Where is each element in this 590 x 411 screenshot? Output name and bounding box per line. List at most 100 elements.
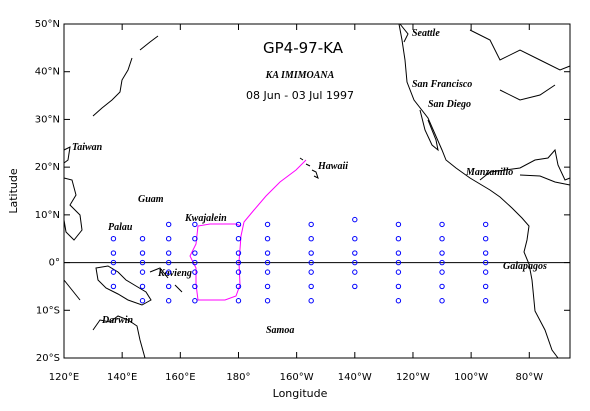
puget [399, 23, 409, 43]
japan [92, 35, 159, 117]
x-tick-label: 180° [226, 372, 250, 383]
x-tick-label: 140°W [338, 372, 372, 383]
x-tick-label: 160°E [165, 372, 195, 383]
buoy [235, 259, 242, 266]
buoy [264, 259, 271, 266]
buoy [482, 250, 489, 256]
x-axis-label: Longitude [273, 387, 328, 400]
buoy [308, 250, 314, 256]
buoy [165, 250, 172, 256]
buoy [482, 259, 489, 266]
x-tick-label: 80°W [515, 372, 543, 383]
place-label: Samoa [266, 325, 294, 336]
buoy [192, 269, 198, 275]
y-tick-label: 10°N [35, 210, 60, 221]
hawaii-islands [299, 157, 319, 179]
buoy [264, 236, 271, 242]
buoy [192, 283, 198, 290]
buoy [235, 221, 242, 228]
buoy [308, 259, 314, 266]
buoy [395, 236, 402, 242]
buoy [264, 298, 271, 304]
buoy [235, 236, 242, 242]
buoy [110, 250, 117, 256]
philippines [63, 177, 83, 241]
date-range: 08 Jun - 03 Jul 1997 [246, 89, 354, 102]
buoy [139, 250, 146, 256]
new-guinea [95, 265, 183, 306]
buoy [264, 283, 271, 290]
x-tick-label: 100°W [454, 372, 488, 383]
buoy [439, 236, 445, 242]
place-label: San Diego [428, 99, 471, 110]
buoy [395, 283, 402, 290]
place-label: Darwin [101, 315, 134, 326]
y-tick-label: 40°N [35, 67, 60, 78]
buoy [165, 221, 172, 228]
place-label: Galapagos [503, 261, 547, 272]
gulf-coast [479, 148, 571, 186]
y-tick-label: 20°N [35, 162, 60, 173]
buoy [308, 236, 314, 242]
buoy [139, 298, 146, 304]
buoy [395, 298, 402, 304]
coastlines [63, 23, 571, 359]
baja [419, 109, 439, 152]
y-tick-label: 20°S [36, 353, 60, 364]
buoy [308, 298, 314, 304]
buoy [482, 283, 489, 290]
buoy [352, 283, 358, 290]
title: GP4-97-KA [263, 39, 344, 57]
buoy [139, 259, 146, 266]
place-label: Taiwan [72, 142, 103, 153]
buoy [439, 250, 445, 256]
buoy [308, 283, 314, 290]
australia [63, 279, 146, 359]
ship-track [189, 159, 307, 301]
buoy [139, 236, 146, 242]
buoy [110, 236, 117, 242]
buoy [352, 259, 358, 266]
buoy [192, 221, 198, 228]
y-tick-label: 30°N [35, 114, 60, 125]
ship-name: KA IMIMOANA [265, 70, 335, 81]
place-label: Kwajalein [184, 213, 227, 224]
buoy [482, 269, 489, 275]
buoy [264, 269, 271, 275]
buoy [308, 269, 314, 275]
great-lakes [469, 29, 571, 101]
buoy [165, 236, 172, 242]
buoy [482, 221, 489, 228]
buoy [235, 298, 242, 304]
buoy [439, 259, 445, 266]
buoy [110, 269, 117, 275]
buoy [235, 250, 242, 256]
place-label: Guam [138, 194, 164, 205]
place-label: San Francisco [412, 79, 472, 90]
y-tick-label: 0° [49, 258, 60, 269]
place-label: Kavieng [157, 268, 192, 279]
buoy [395, 250, 402, 256]
buoy [139, 283, 146, 290]
x-tick-label: 160°W [280, 372, 314, 383]
buoy [192, 250, 198, 256]
buoy [192, 236, 198, 242]
taiwan [63, 146, 71, 164]
y-tick-label: 50°N [35, 19, 60, 30]
place-label: Seattle [412, 28, 440, 39]
buoy [235, 283, 242, 290]
buoy [439, 221, 445, 228]
x-tick-label: 120°W [396, 372, 430, 383]
place-label: Hawaii [317, 161, 348, 172]
buoy [110, 283, 117, 290]
place-label: Palau [108, 222, 133, 233]
buoy [352, 216, 358, 223]
buoy [482, 236, 489, 242]
buoy [439, 283, 445, 290]
buoy [165, 283, 172, 290]
buoy [165, 298, 172, 304]
buoy [110, 259, 117, 266]
buoy [395, 259, 402, 266]
buoy [395, 269, 402, 275]
